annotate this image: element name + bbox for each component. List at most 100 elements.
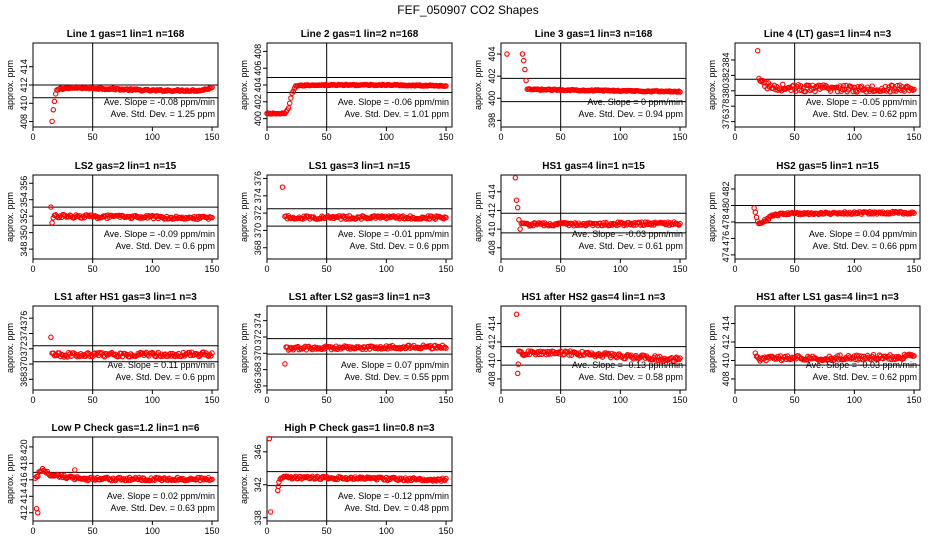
y-tick-label: 342	[253, 477, 263, 492]
data-point	[851, 84, 858, 91]
plot-frame	[266, 436, 453, 522]
x-tick-label: 150	[907, 395, 922, 405]
annotation: Ave. Slope = -0.08 ppm/min	[104, 97, 215, 107]
data-point	[757, 78, 763, 84]
x-tick-label: 100	[847, 264, 862, 274]
chart-panel: LS1 after HS1 gas=3 lin=1 n=3 0 50 100 150 36…	[5, 292, 220, 405]
x-tick-label: 0	[732, 132, 737, 142]
annotation: Ave. Slope = -0.03 ppm/min	[806, 360, 917, 370]
panel-title: HS1 after HS2 gas=4 lin=1 n=3	[522, 292, 666, 303]
data-point	[267, 509, 274, 515]
chart-panel: Line 1 gas=1 lin=1 n=168 0 50 100 150 408 410 4…	[5, 29, 220, 142]
y-tick-label: 374	[19, 326, 29, 341]
data-point	[523, 77, 529, 84]
x-tick-label: 0	[732, 395, 737, 405]
data-point	[209, 476, 215, 483]
data-point	[424, 215, 430, 222]
x-tick-label: 50	[790, 264, 800, 274]
data-point	[425, 213, 431, 219]
x-tick-label: 150	[205, 395, 220, 405]
y-axis-label: approx. ppm	[473, 323, 483, 373]
x-tick-label: 100	[145, 264, 160, 274]
y-tick-label: 398	[487, 113, 497, 128]
y-tick-label: 412	[487, 203, 497, 218]
panel-title: Line 1 gas=1 lin=1 n=168	[67, 29, 185, 40]
annotation: Ave. Slope = -0.05 ppm/min	[806, 97, 917, 107]
data-point	[585, 221, 591, 227]
x-tick-label: 0	[30, 395, 35, 405]
plot-frame	[500, 42, 687, 128]
data-point	[812, 88, 818, 95]
data-point	[877, 88, 884, 94]
x-tick-label: 50	[88, 395, 98, 405]
data-point	[286, 100, 293, 107]
y-axis-label: approx. ppm	[239, 454, 249, 504]
data-point	[315, 346, 322, 352]
chart-panel: HS1 gas=4 lin=1 n=15 0 50 100 150 408 410 412 41…	[473, 161, 688, 274]
data-point	[302, 343, 308, 350]
y-tick-label: 372	[253, 206, 263, 221]
data-point	[160, 476, 166, 482]
y-tick-label: 402	[253, 94, 263, 109]
y-tick-label: 412	[19, 77, 29, 92]
annotation: Ave. Slope = -0.12 ppm/min	[338, 491, 449, 501]
x-tick-label: 100	[379, 132, 394, 142]
chart-panel: High P Check gas=1 lin=0.8 n=3 0 50 100 150 3…	[239, 423, 454, 536]
data-point	[779, 81, 786, 88]
data-point	[883, 211, 890, 217]
x-tick-label: 50	[790, 132, 800, 142]
data-point	[275, 483, 282, 490]
y-tick-label: 414	[721, 316, 731, 331]
data-point	[110, 351, 116, 357]
x-tick-label: 150	[439, 395, 454, 405]
y-tick-label: 382	[721, 68, 731, 83]
chart-panel: Line 2 gas=1 lin=2 n=168 0 50 100 150 400 402 4…	[239, 29, 454, 142]
data-point	[266, 435, 273, 442]
data-point	[35, 510, 41, 516]
chart-panel: HS1 after LS1 gas=4 lin=1 n=3 0 50 100 150 40…	[707, 292, 922, 405]
y-tick-label: 352	[19, 209, 29, 224]
y-tick-label: 476	[721, 231, 731, 246]
x-tick-label: 100	[613, 132, 628, 142]
panel-title: High P Check gas=1 lin=0.8 n=3	[284, 423, 435, 434]
data-point	[855, 84, 861, 90]
data-point	[515, 361, 522, 367]
data-point	[97, 349, 103, 356]
data-point	[48, 334, 54, 341]
x-tick-label: 150	[205, 264, 220, 274]
annotation: Ave. Std. Dev. = 1.01 ppm	[345, 109, 449, 119]
data-point	[196, 474, 202, 481]
y-tick-label: 370	[19, 357, 29, 372]
y-tick-label: 414	[487, 184, 497, 199]
panel-title: Line 3 gas=1 lin=3 n=168	[535, 29, 653, 40]
y-tick-label: 410	[487, 353, 497, 368]
y-tick-label: 400	[253, 111, 263, 126]
y-tick-label: 412	[721, 334, 731, 349]
data-point	[752, 209, 759, 215]
plot-frame	[32, 305, 219, 391]
x-tick-label: 0	[498, 132, 503, 142]
y-tick-label: 406	[253, 61, 263, 76]
annotation: Ave. Std. Dev. = 0.62 ppm	[813, 372, 917, 382]
data-point	[285, 105, 292, 111]
plot-frame	[32, 174, 219, 260]
y-tick-label: 408	[19, 114, 29, 129]
data-point	[48, 204, 54, 210]
y-tick-label: 414	[19, 489, 29, 504]
annotation: Ave. Slope = -0.13 ppm/min	[572, 360, 683, 370]
y-tick-label: 412	[487, 334, 497, 349]
data-point	[326, 214, 332, 220]
x-tick-label: 150	[907, 132, 922, 142]
chart-panel: Line 4 (LT) gas=1 lin=4 n=30 50 100 1503763…	[707, 29, 922, 142]
data-point	[73, 352, 79, 359]
annotation: Ave. Slope = -0.01 ppm/min	[338, 229, 449, 239]
data-point	[167, 476, 174, 482]
annotation: Ave. Slope = 0.02 ppm/min	[107, 491, 215, 501]
data-point	[908, 86, 915, 92]
plot-frame	[734, 42, 921, 128]
data-point	[82, 477, 89, 483]
y-axis-label: approx. ppm	[473, 60, 483, 110]
data-point	[443, 214, 449, 221]
